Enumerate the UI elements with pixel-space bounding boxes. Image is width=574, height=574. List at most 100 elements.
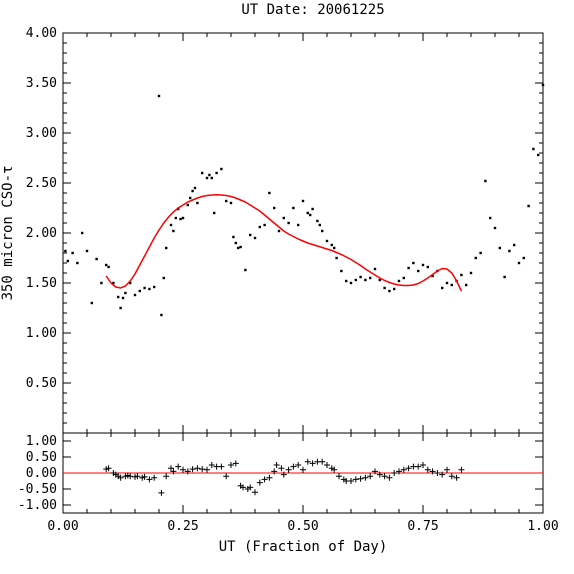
y-tick-label: 1.50 [26, 276, 57, 291]
residual-point [134, 473, 141, 480]
residual-point [175, 463, 182, 470]
x-tick-label: 0.00 [47, 519, 78, 534]
residual-point [184, 468, 191, 475]
data-point [297, 223, 300, 227]
residual-point [204, 466, 210, 473]
data-point [532, 147, 535, 151]
residual-point [309, 460, 316, 467]
y-axis-title: 350 micron CSO-τ [0, 166, 16, 301]
data-point [417, 269, 420, 273]
residual-point [105, 465, 112, 472]
residual-point [141, 473, 148, 480]
residual-y-axis: 1.000.500.00-0.50-1.00 [18, 434, 543, 513]
residual-point [232, 460, 239, 467]
data-point [119, 306, 122, 310]
residual-point [424, 466, 431, 473]
y-tick-label: 4.00 [26, 26, 57, 41]
y-tick-label: 3.00 [26, 126, 57, 141]
data-point [64, 249, 67, 253]
data-point [191, 189, 194, 193]
data-point [138, 289, 141, 293]
data-point [421, 263, 425, 267]
data-point [393, 287, 396, 291]
data-point [445, 281, 449, 285]
data-point [287, 221, 290, 225]
data-point [237, 246, 240, 250]
residual-point [304, 458, 311, 465]
data-point [174, 216, 177, 220]
data-point [90, 301, 93, 305]
data-point [292, 206, 295, 210]
residual-point [247, 484, 254, 491]
residual-point [336, 473, 342, 480]
data-point [148, 287, 151, 291]
data-point [172, 229, 175, 233]
y-tick-label: 3.50 [26, 76, 57, 91]
y-tick-label: 1.00 [26, 326, 57, 341]
data-point [450, 283, 453, 287]
residual-point [439, 471, 446, 478]
residual-point [261, 476, 268, 483]
data-point [213, 211, 216, 215]
data-point [309, 213, 312, 217]
residual-point [180, 466, 186, 473]
data-point [474, 256, 477, 260]
data-point [208, 173, 211, 177]
data-point [263, 223, 266, 227]
data-point [407, 266, 410, 270]
residual-point [391, 470, 398, 476]
data-point [359, 275, 362, 279]
x-tick-label: 0.75 [407, 519, 438, 534]
data-point [412, 261, 415, 265]
residual-point [372, 468, 378, 475]
data-point [133, 293, 137, 297]
residual-point [256, 479, 263, 486]
data-point [85, 249, 89, 253]
residual-y-tick-label: -0.50 [18, 482, 57, 497]
y-tick-label: 2.00 [26, 226, 57, 241]
x-tick-label: 1.00 [527, 519, 558, 534]
residual-point [405, 465, 412, 472]
data-point [229, 201, 233, 205]
residual-point [273, 462, 280, 468]
residual-point [290, 463, 297, 470]
data-point [181, 216, 185, 220]
data-point [373, 267, 377, 271]
data-point [225, 199, 228, 203]
residual-point [146, 476, 153, 483]
data-point [306, 211, 309, 215]
data-point [129, 281, 132, 285]
residual-point [381, 473, 388, 480]
data-point [143, 286, 146, 290]
data-point [239, 245, 242, 249]
data-point [105, 263, 108, 267]
data-point [205, 176, 209, 180]
residual-point [228, 462, 234, 468]
data-point [258, 225, 261, 229]
data-point [66, 259, 69, 263]
data-point [160, 313, 163, 317]
residual-point [295, 462, 302, 468]
data-point [522, 256, 525, 260]
residual-y-tick-label: 1.00 [26, 434, 57, 449]
residual-point [218, 463, 225, 470]
data-points [64, 83, 545, 317]
residual-point [158, 489, 165, 496]
data-point [157, 94, 161, 98]
data-point [333, 246, 336, 250]
residual-point [324, 462, 330, 468]
data-point [503, 275, 506, 279]
data-point [249, 233, 252, 237]
y-tick-label: 2.50 [26, 176, 57, 191]
data-point [325, 239, 329, 243]
data-point [508, 249, 511, 253]
data-point [282, 216, 285, 220]
data-point [273, 206, 276, 210]
residual-point [252, 489, 258, 496]
data-point [189, 196, 192, 200]
residual-point [319, 458, 326, 465]
data-point [541, 83, 545, 87]
data-point [469, 271, 473, 275]
data-point [484, 179, 487, 183]
